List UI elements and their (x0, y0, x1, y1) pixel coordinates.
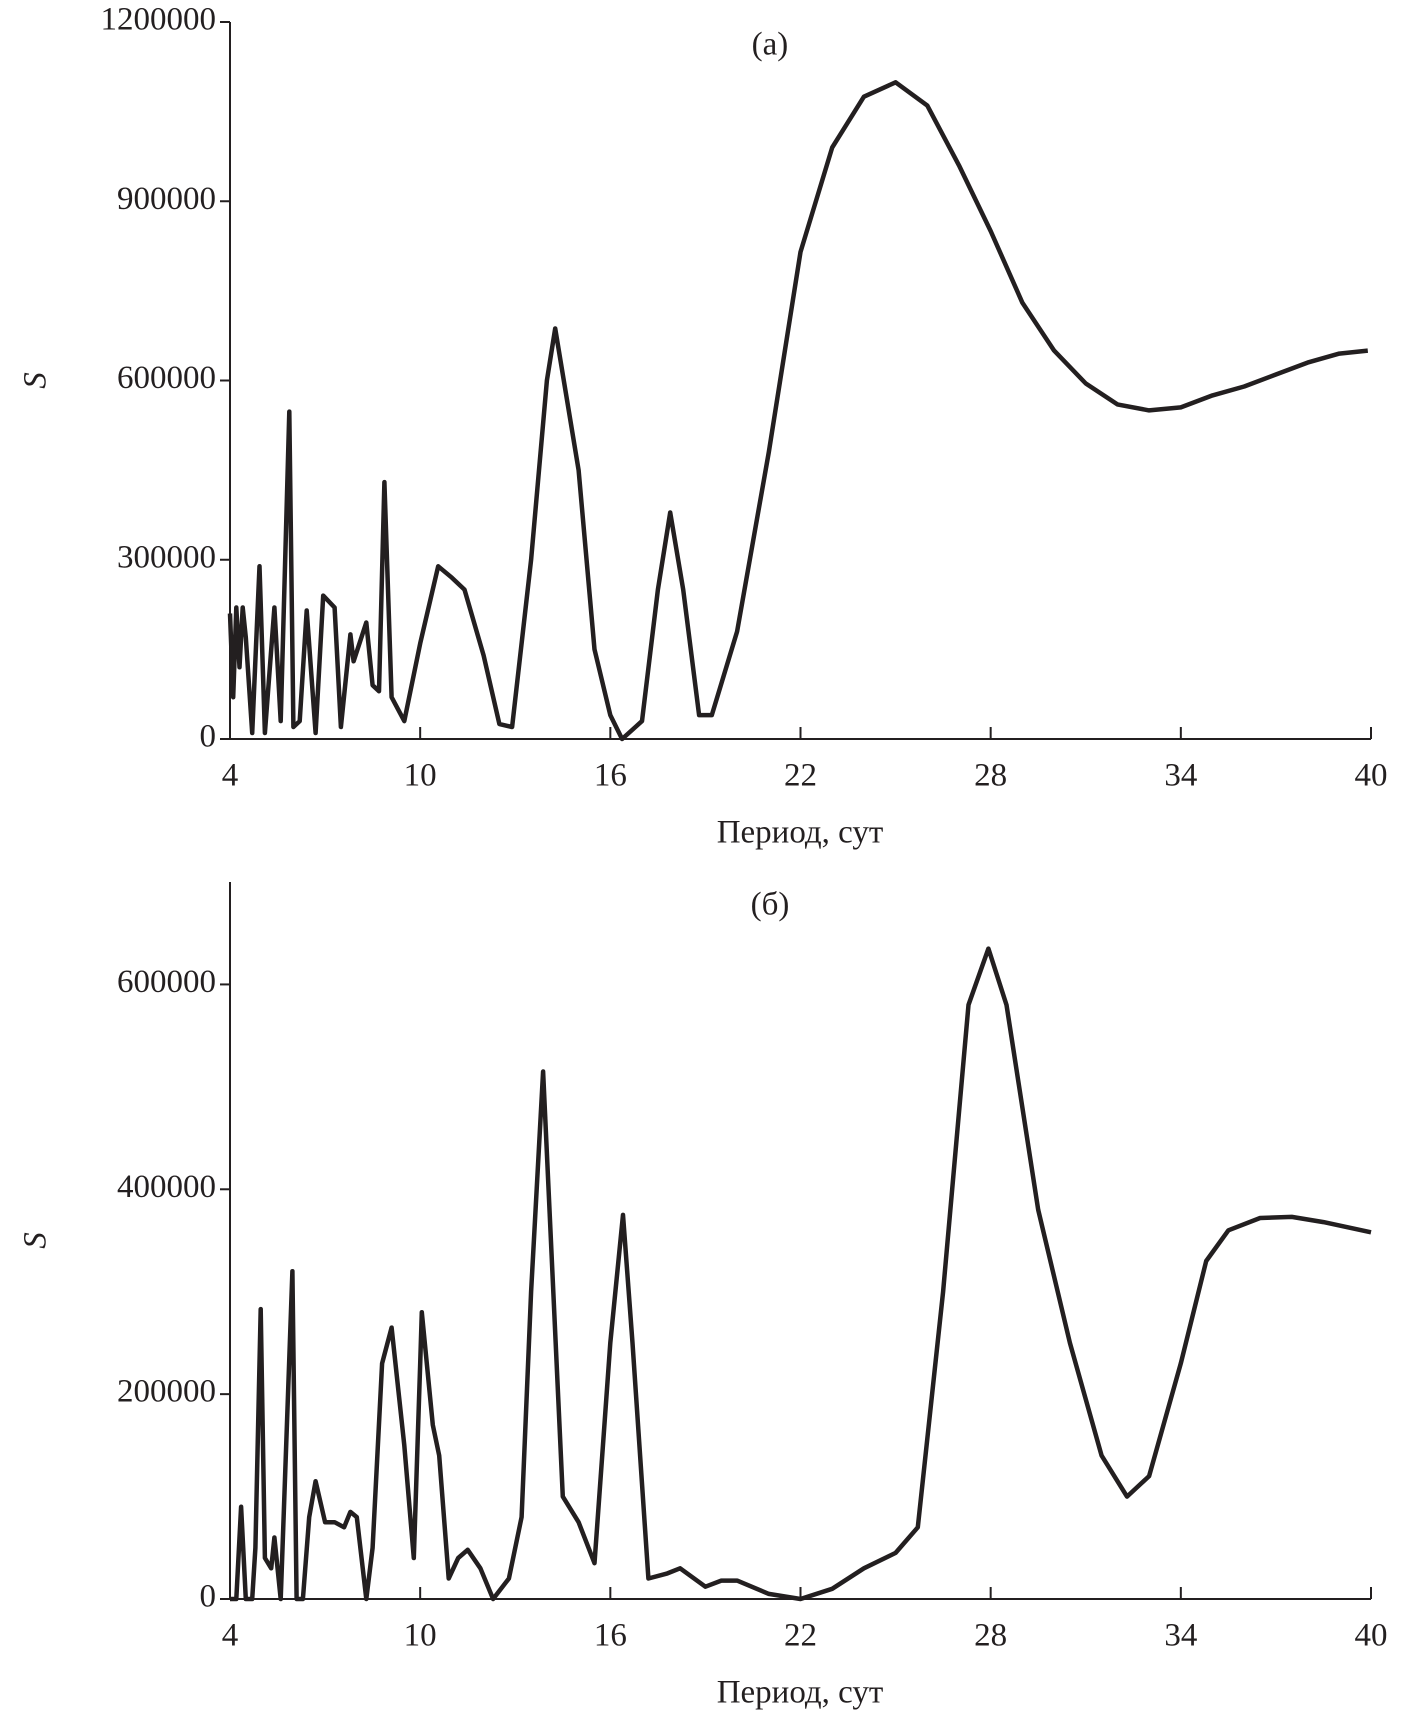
y-axis-label: S (18, 372, 54, 389)
x-tick-label: 22 (784, 758, 817, 794)
y-axis-label: S (18, 1232, 54, 1249)
x-tick-label: 4 (222, 758, 239, 794)
data-line (227, 80, 1369, 742)
x-axis-label: Период, сут (717, 815, 884, 851)
x-tick-label: 16 (594, 758, 627, 794)
y-tick-label: 900000 (117, 181, 216, 217)
y-tick-label: 1200000 (101, 2, 217, 38)
data-line (230, 946, 1372, 1602)
x-tick-label: 28 (974, 758, 1007, 794)
panel-label: (a) (752, 27, 789, 63)
x-tick-label: 10 (404, 1618, 437, 1654)
y-tick-label: 300000 (117, 539, 216, 575)
y-tick-label: 0 (200, 1579, 217, 1615)
x-tick-label: 34 (1164, 758, 1197, 794)
y-tick-label: 600000 (117, 360, 216, 396)
x-tick-label: 28 (974, 1618, 1007, 1654)
y-tick-label: 0 (200, 719, 217, 755)
x-tick-label: 40 (1355, 1618, 1388, 1654)
y-tick-label: 600000 (117, 964, 216, 1000)
panel-label: (б) (751, 887, 790, 923)
x-tick-label: 34 (1164, 1618, 1197, 1654)
x-tick-label: 22 (784, 1618, 817, 1654)
x-axis-label: Период, сут (717, 1675, 884, 1711)
x-tick-label: 4 (222, 1618, 239, 1654)
x-tick-label: 16 (594, 1618, 627, 1654)
y-tick-label: 200000 (117, 1374, 216, 1410)
y-tick-label: 400000 (117, 1169, 216, 1205)
x-tick-label: 10 (404, 758, 437, 794)
x-tick-label: 40 (1355, 758, 1388, 794)
